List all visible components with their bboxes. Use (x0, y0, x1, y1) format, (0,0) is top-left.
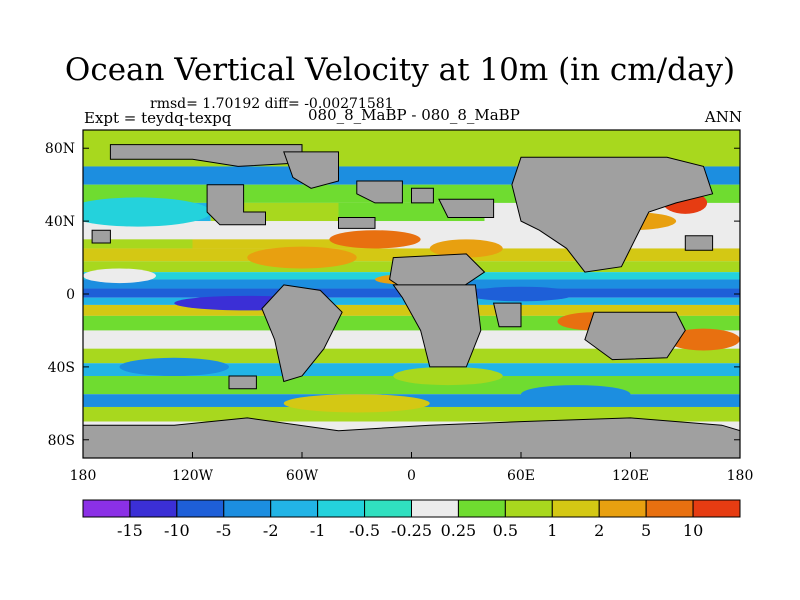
colorbar-label: -15 (117, 521, 143, 540)
case-label: 080_8_MaBP - 080_8_MaBP (308, 106, 520, 124)
colorbar-swatch (317, 499, 366, 518)
land-block (83, 417, 740, 458)
lat-tick-label: 40N (45, 214, 75, 230)
velocity-cell (83, 268, 156, 284)
land-block (511, 156, 714, 273)
colorbar-swatch (176, 499, 225, 518)
velocity-cell (429, 239, 503, 258)
colorbar-swatch (504, 499, 553, 518)
colorbar-swatch (551, 499, 600, 518)
lon-tick-label: 180 (70, 468, 97, 484)
colorbar-swatch (645, 499, 694, 518)
colorbar-label: -0.25 (391, 521, 432, 540)
colorbar-label: -5 (216, 521, 232, 540)
velocity-band (83, 239, 193, 249)
lon-tick-label: 60W (286, 468, 319, 484)
land-block (411, 187, 434, 204)
velocity-cell (83, 197, 211, 227)
colorbar-label: 10 (683, 521, 703, 540)
velocity-band (192, 239, 375, 249)
lon-tick-label: 180 (727, 468, 754, 484)
land-block (228, 375, 257, 390)
velocity-band (83, 330, 740, 349)
colorbar-label: -10 (164, 521, 190, 540)
colorbar-label: -2 (263, 521, 279, 540)
land-block (338, 217, 376, 229)
lat-tick-label: 40S (48, 360, 75, 376)
colorbar-label: 5 (641, 521, 651, 540)
colorbar-swatch (457, 499, 506, 518)
land-block (283, 151, 339, 189)
velocity-cell (283, 394, 430, 413)
colorbar-label: 1 (547, 521, 557, 540)
colorbar-swatch (692, 499, 741, 518)
axis-ticks: 80N 40N 0 40S 80S 180 120W 60W 0 60E 120E 180 (45, 141, 753, 484)
velocity-cell (393, 366, 503, 386)
colorbar-swatch (82, 499, 131, 518)
velocity-cell (119, 357, 229, 376)
lat-tick-label: 80N (45, 141, 75, 157)
land-block (206, 184, 266, 226)
velocity-cell (247, 246, 357, 269)
land-block (392, 284, 482, 368)
land-block (684, 235, 714, 251)
land-mask (83, 144, 740, 458)
colorbar-label: 2 (594, 521, 604, 540)
lon-tick-label: 120W (172, 468, 214, 484)
land-block (109, 144, 303, 167)
land-block (438, 198, 495, 218)
colorbar-swatch (270, 499, 319, 518)
lat-tick-label: 80S (48, 433, 75, 449)
colorbar-label: -0.5 (349, 521, 380, 540)
land-block (261, 284, 343, 383)
colorbar-swatch (129, 499, 178, 518)
land-block (91, 229, 111, 244)
colorbar: -15 -10 -5 -2 -1 -0.5 -0.25 0.25 0.5 1 2 5 10 (82, 499, 741, 540)
colorbar-swatch (598, 499, 647, 518)
velocity-band (83, 348, 740, 364)
plot-title: Ocean Vertical Velocity at 10m (in cm/da… (64, 52, 736, 88)
land-block (492, 302, 522, 328)
velocity-cell (466, 286, 576, 302)
colorbar-swatch (411, 499, 459, 518)
lat-tick-label: 0 (66, 287, 75, 303)
colorbar-swatch (364, 499, 413, 518)
velocity-cell (667, 328, 740, 351)
colorbar-label: 0.25 (441, 521, 477, 540)
season-label: ANN (704, 108, 742, 126)
colorbar-label: 0.5 (493, 521, 518, 540)
lon-tick-label: 120E (612, 468, 649, 484)
lon-tick-label: 60E (507, 468, 535, 484)
lon-tick-label: 0 (407, 468, 416, 484)
velocity-cell (521, 385, 631, 404)
colorbar-swatch (223, 499, 272, 518)
velocity-cell (329, 230, 421, 249)
rmsd-diff-stats: rmsd= 1.70192 diff= -0.00271581 (150, 96, 394, 112)
colorbar-label: -1 (310, 521, 326, 540)
experiment-label: Expt = teydq-texpq (84, 109, 232, 127)
land-block (356, 180, 403, 204)
land-block (584, 311, 686, 361)
